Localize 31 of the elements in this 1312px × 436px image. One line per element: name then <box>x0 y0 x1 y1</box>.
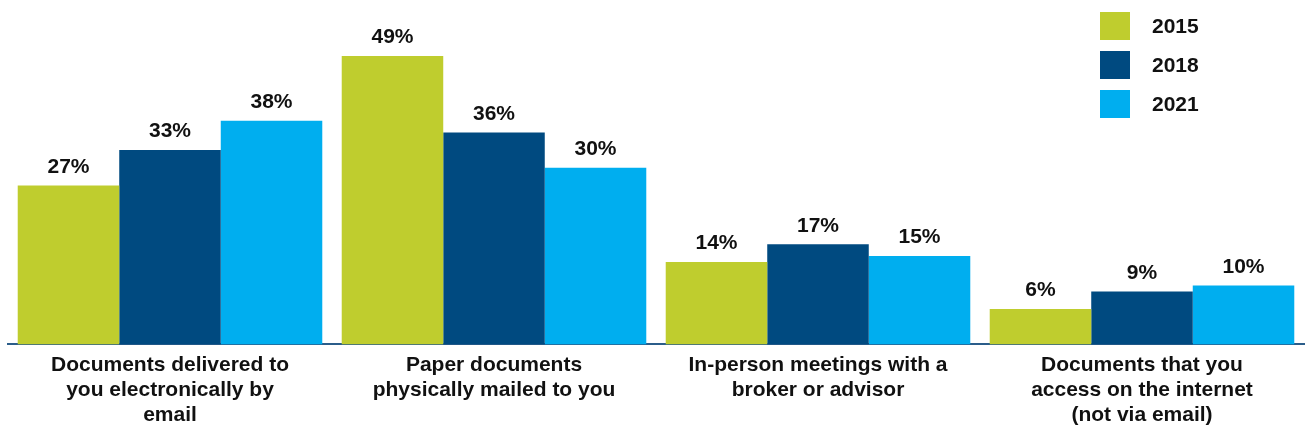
bar <box>767 244 869 345</box>
bar <box>868 256 971 345</box>
data-label: 38% <box>250 88 293 112</box>
bar <box>220 120 323 345</box>
data-label: 27% <box>47 153 90 177</box>
x-tick-label: Paper documents physically mailed to you <box>372 351 616 400</box>
data-label: 36% <box>472 100 516 124</box>
data-label: 9% <box>1126 259 1158 283</box>
data-label: 6% <box>1025 277 1056 301</box>
bar <box>544 167 647 345</box>
legend-label: 2021 <box>1152 91 1199 116</box>
data-label: 49% <box>371 24 414 48</box>
bar <box>665 261 768 345</box>
bar <box>17 185 120 345</box>
legend-label: 2018 <box>1152 52 1199 77</box>
bar <box>1091 291 1193 345</box>
x-tick-label: Documents delivered to you electronically by email <box>50 351 290 426</box>
data-label: 30% <box>574 136 617 160</box>
x-tick-label: In-person meetings with a broker or advisor <box>688 351 948 400</box>
data-label: 15% <box>898 224 941 248</box>
bar <box>341 55 444 345</box>
data-label: 10% <box>1222 253 1265 277</box>
bar <box>989 309 1092 345</box>
bar <box>1192 285 1295 345</box>
data-label: 33% <box>148 118 192 142</box>
data-label: 17% <box>796 212 840 236</box>
bar <box>119 150 221 345</box>
data-label: 14% <box>695 230 738 254</box>
x-tick-label: Documents that you access on the internet (not via email) <box>1031 351 1253 426</box>
bar <box>443 132 545 345</box>
legend-label: 2015 <box>1152 13 1199 38</box>
